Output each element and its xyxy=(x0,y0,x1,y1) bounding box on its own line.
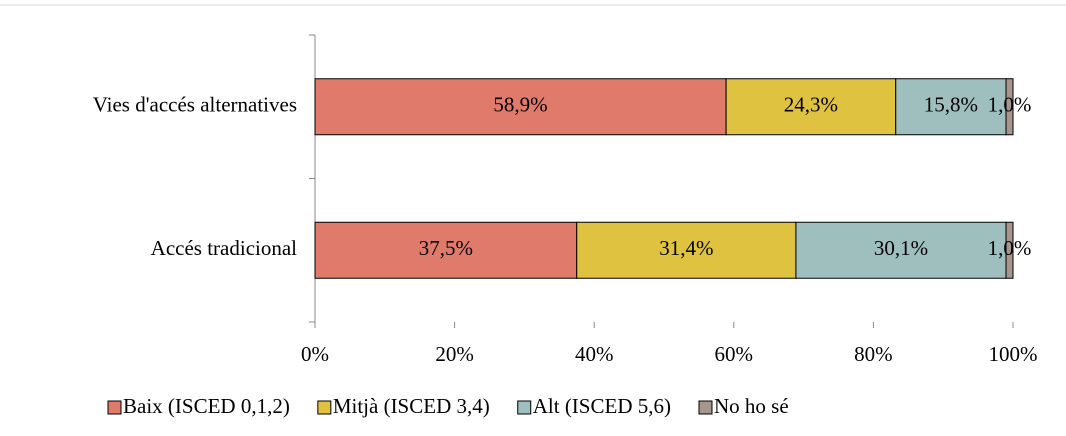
bar-segment xyxy=(314,221,578,279)
x-tick-label: 20% xyxy=(435,342,474,366)
bar-segment xyxy=(725,78,897,136)
legend-swatch xyxy=(517,400,532,415)
x-tick-label: 80% xyxy=(854,342,893,366)
bar-segment xyxy=(314,78,727,136)
x-tick-label: 100% xyxy=(989,342,1038,366)
legend-label: Baix (ISCED 0,1,2) xyxy=(123,394,290,418)
data-label: 15,8% xyxy=(924,93,978,117)
x-tick-label: 40% xyxy=(575,342,614,366)
data-label: 31,4% xyxy=(659,236,713,260)
data-label: 58,9% xyxy=(493,93,547,117)
data-label: 1,0% xyxy=(988,93,1032,117)
x-tick-label: 60% xyxy=(715,342,754,366)
data-label: 37,5% xyxy=(419,236,473,260)
y-tick-label: Vies d'accés alternatives xyxy=(93,93,297,117)
bar-segment xyxy=(895,78,1007,136)
legend-swatch xyxy=(107,400,122,415)
data-label: 30,1% xyxy=(874,236,928,260)
legend-label: Alt (ISCED 5,6) xyxy=(533,394,671,418)
legend-swatch xyxy=(317,400,332,415)
data-label: 1,0% xyxy=(988,236,1032,260)
x-tick-label: 0% xyxy=(301,342,329,366)
legend-label: No ho sé xyxy=(714,394,789,418)
legend-swatch xyxy=(698,400,713,415)
data-label: 24,3% xyxy=(784,93,838,117)
legend-label: Mitjà (ISCED 3,4) xyxy=(333,394,490,418)
y-tick-label: Accés tradicional xyxy=(151,236,298,260)
bar-segment xyxy=(1005,78,1014,136)
bar-segment xyxy=(1005,221,1014,279)
